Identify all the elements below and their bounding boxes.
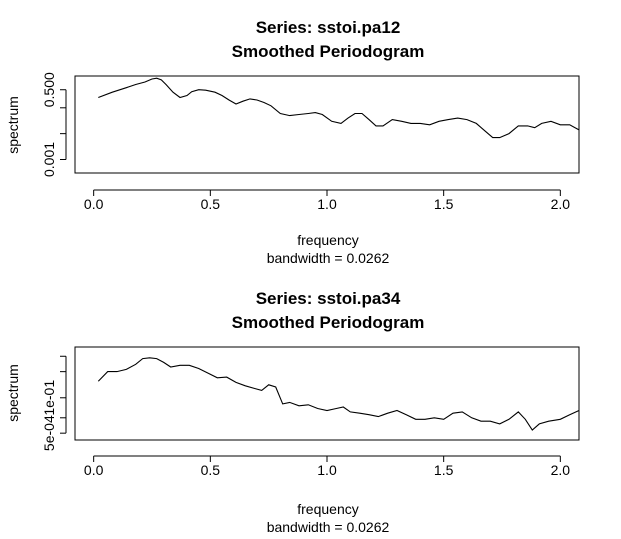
x-tick-label: 2.0	[551, 462, 571, 478]
spectrum-line	[98, 77, 580, 139]
x-axis-label: frequency	[297, 501, 358, 517]
x-tick-label: 0.5	[201, 196, 221, 212]
chart-title-line-1: Series: sstoi.pa34	[256, 289, 401, 308]
x-tick-label: 1.0	[317, 462, 337, 478]
chart-panel-sstoi-pa12: Series: sstoi.pa12 Smoothed Periodogram …	[5, 18, 580, 266]
x-tick-label: 0.0	[84, 196, 104, 212]
y-tick-label: 5e-04	[41, 415, 57, 451]
y-tick-label: 0.500	[41, 72, 57, 107]
x-tick-label: 1.5	[434, 196, 454, 212]
y-axis-label: spectrum	[5, 364, 21, 422]
chart-panel-sstoi-pa34: Series: sstoi.pa34 Smoothed Periodogram …	[5, 289, 580, 535]
y-tick-label: 0.001	[41, 142, 57, 177]
plot-frame	[74, 346, 580, 441]
chart-title-line-2: Smoothed Periodogram	[232, 42, 425, 61]
spectrum-line	[97, 357, 580, 431]
x-axis-label: frequency	[297, 232, 358, 248]
x-tick-label: 2.0	[551, 196, 571, 212]
y-axis: 0.001 0.500	[41, 72, 67, 177]
x-tick-label: 0.0	[84, 462, 104, 478]
bandwidth-label: bandwidth = 0.0262	[267, 519, 390, 535]
chart-title-line-2: Smoothed Periodogram	[232, 313, 425, 332]
bandwidth-label: bandwidth = 0.0262	[267, 250, 390, 266]
chart-title-line-1: Series: sstoi.pa12	[256, 18, 401, 37]
x-axis: 0.0 0.5 1.0 1.5 2.0	[84, 189, 571, 212]
y-tick-label: 1e-01	[41, 380, 57, 416]
x-tick-label: 1.0	[317, 196, 337, 212]
x-axis: 0.0 0.5 1.0 1.5 2.0	[84, 455, 571, 478]
plot-frame	[74, 75, 580, 174]
x-tick-label: 0.5	[201, 462, 221, 478]
x-tick-label: 1.5	[434, 462, 454, 478]
y-axis-label: spectrum	[5, 96, 21, 154]
